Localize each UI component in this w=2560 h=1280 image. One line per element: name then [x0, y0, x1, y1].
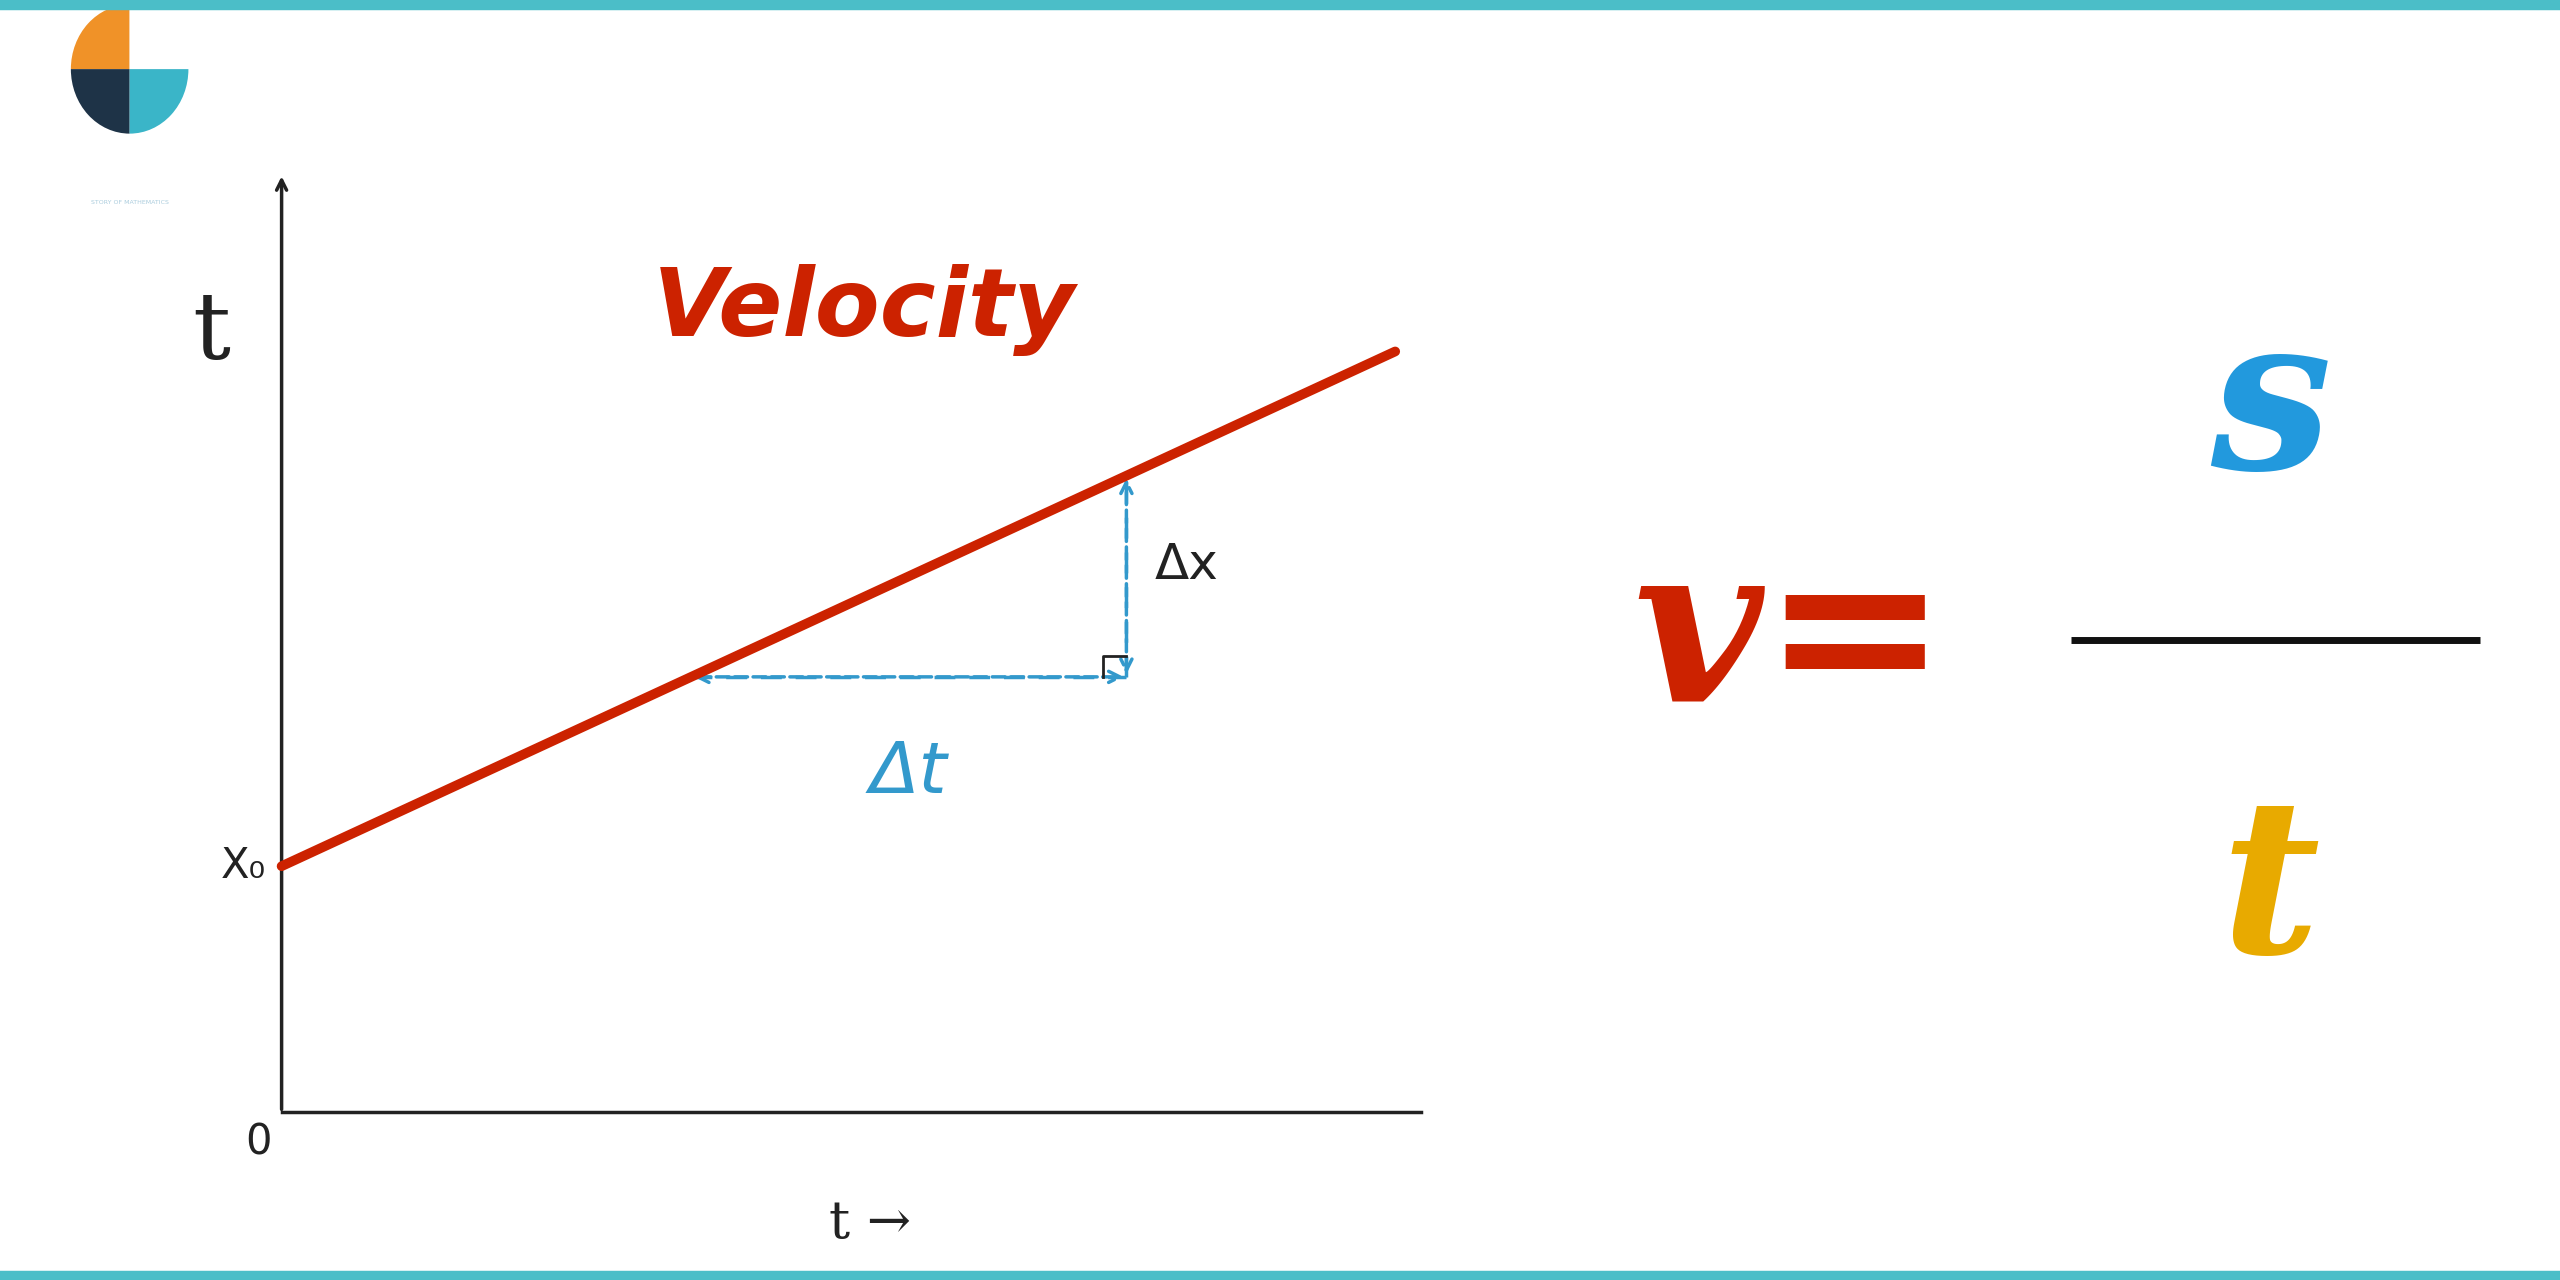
Wedge shape	[131, 5, 189, 69]
Text: SOM: SOM	[90, 142, 169, 172]
Text: v=: v=	[1633, 531, 1948, 749]
Wedge shape	[131, 69, 189, 133]
Text: Δt: Δt	[870, 740, 947, 809]
Wedge shape	[72, 69, 131, 133]
Text: Velocity: Velocity	[653, 264, 1075, 356]
Text: t: t	[192, 288, 230, 378]
Text: STORY OF MATHEMATICS: STORY OF MATHEMATICS	[90, 200, 169, 205]
Text: t →: t →	[829, 1198, 911, 1248]
Text: 0: 0	[246, 1121, 271, 1164]
Text: X₀: X₀	[220, 845, 266, 887]
Text: s: s	[2209, 305, 2332, 515]
Text: Δx: Δx	[1155, 541, 1219, 589]
Wedge shape	[72, 5, 131, 69]
Text: t: t	[2220, 788, 2319, 998]
